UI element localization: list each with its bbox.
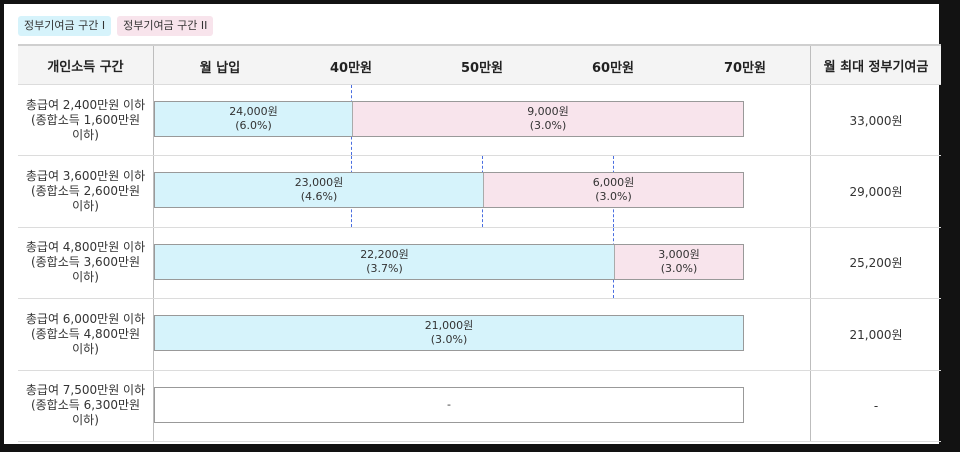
max-contribution: 29,000원 <box>810 155 941 228</box>
legend-tier1: 정부기여금 구간 I <box>18 16 112 36</box>
no-contribution-segment: - <box>155 387 743 422</box>
tier1-segment: 22,200원 (3.7%) <box>155 244 614 279</box>
tier1-amount: 21,000원 <box>424 319 474 333</box>
income-bracket: 총급여 7,500만원 이하 (종합소득 6,300만원 이하) <box>18 370 154 443</box>
header-payment: 월 납입 <box>199 61 241 76</box>
tier2-amount: 6,000원 <box>592 176 635 190</box>
payment-bar: - <box>154 386 744 423</box>
tick-40: 40만원 <box>329 61 373 76</box>
income-line1: 총급여 7,500만원 이하 <box>25 383 146 398</box>
table-header-row: 개인소득 구간 월 납입 40만원 50만원 60만원 70만원 월 최대 정부… <box>18 44 941 85</box>
table-row: 총급여 3,600만원 이하 (종합소득 2,600만원 이하) 23,000원… <box>18 155 941 228</box>
tier1-rate: (4.6%) <box>300 190 338 204</box>
table-row: 총급여 4,800만원 이하 (종합소득 3,600만원 이하) 22,200원… <box>18 227 941 300</box>
tier1-amount: 23,000원 <box>294 176 344 190</box>
max-contribution: 25,200원 <box>810 227 941 300</box>
income-line2: (종합소득 4,800만원 <box>30 326 141 341</box>
tier1-amount: 24,000원 <box>229 105 278 118</box>
tier2-segment: 9,000원 (3.0%) <box>352 102 743 136</box>
header-max-contribution: 월 최대 정부기여금 <box>810 44 941 85</box>
payment-bar-cell: 24,000원 (6.0%) 9,000원 (3.0%) <box>153 84 811 157</box>
table-row: 총급여 7,500만원 이하 (종합소득 6,300만원 이하) - - <box>18 370 941 443</box>
tier2-segment: 3,000원 (3.0%) <box>614 244 743 279</box>
max-contribution: 33,000원 <box>810 84 941 157</box>
income-line2: (종합소득 2,600만원 <box>30 184 141 199</box>
payment-bar-cell: - <box>153 370 811 443</box>
legend-tier2: 정부기여금 구간 II <box>117 16 214 36</box>
income-line2: (종합소득 3,600만원 <box>30 255 141 270</box>
income-line3: 이하) <box>72 127 99 142</box>
payment-bar-cell: 21,000원 (3.0%) <box>153 298 811 371</box>
income-line3: 이하) <box>72 199 99 214</box>
max-contribution: 21,000원 <box>810 298 941 371</box>
tier1-segment: 23,000원 (4.6%) <box>155 173 483 208</box>
payment-bar: 22,200원 (3.7%) 3,000원 (3.0%) <box>154 243 744 280</box>
tier2-rate: (3.0%) <box>595 190 632 204</box>
tier2-amount: 3,000원 <box>658 247 700 261</box>
income-line3: 이하) <box>72 341 99 356</box>
table-row: 총급여 2,400만원 이하 (종합소득 1,600만원 이하) 24,000원… <box>18 84 941 157</box>
table-row: 총급여 6,000만원 이하 (종합소득 4,800만원 이하) 21,000원… <box>18 298 941 371</box>
contribution-table-panel: 정부기여금 구간 I 정부기여금 구간 II 개인소득 구간 월 납입 40만원… <box>4 4 941 444</box>
income-line2: (종합소득 6,300만원 <box>30 398 141 413</box>
payment-bar-cell: 22,200원 (3.7%) 3,000원 (3.0%) <box>153 227 811 300</box>
income-line1: 총급여 6,000만원 이하 <box>25 311 146 326</box>
income-bracket: 총급여 2,400만원 이하 (종합소득 1,600만원 이하) <box>18 84 154 157</box>
tier1-segment: 21,000원 (3.0%) <box>155 316 743 351</box>
tier1-rate: (3.0%) <box>430 333 468 347</box>
income-bracket: 총급여 4,800만원 이하 (종합소득 3,600만원 이하) <box>18 227 154 300</box>
income-line3: 이하) <box>72 413 99 428</box>
none-label: - <box>447 397 451 411</box>
payment-bar-cell: 23,000원 (4.6%) 6,000원 (3.0%) <box>153 155 811 228</box>
payment-bar: 24,000원 (6.0%) 9,000원 (3.0%) <box>154 101 744 137</box>
tier2-segment: 6,000원 (3.0%) <box>483 173 743 208</box>
tick-60: 60만원 <box>591 61 635 76</box>
legend: 정부기여금 구간 I 정부기여금 구간 II <box>18 16 214 36</box>
tick-50: 50만원 <box>460 61 504 76</box>
income-line1: 총급여 2,400만원 이하 <box>25 97 146 112</box>
header-income: 개인소득 구간 <box>18 44 154 85</box>
income-line1: 총급여 3,600만원 이하 <box>25 169 146 184</box>
income-line1: 총급여 4,800만원 이하 <box>25 240 146 255</box>
tier2-rate: (3.0%) <box>529 119 567 132</box>
contribution-table: 개인소득 구간 월 납입 40만원 50만원 60만원 70만원 월 최대 정부… <box>18 44 941 443</box>
payment-bar: 21,000원 (3.0%) <box>154 315 744 352</box>
tier2-amount: 9,000원 <box>527 105 569 118</box>
tier1-segment: 24,000원 (6.0%) <box>155 102 352 136</box>
income-bracket: 총급여 6,000만원 이하 (종합소득 4,800만원 이하) <box>18 298 154 371</box>
max-contribution: - <box>810 370 941 443</box>
tier2-rate: (3.0%) <box>660 261 698 275</box>
income-line3: 이하) <box>72 270 99 285</box>
tier1-rate: (6.0%) <box>235 119 272 132</box>
income-line2: (종합소득 1,600만원 <box>30 112 141 127</box>
income-bracket: 총급여 3,600만원 이하 (종합소득 2,600만원 이하) <box>18 155 154 228</box>
tier1-rate: (3.7%) <box>366 261 403 275</box>
tier1-amount: 22,200원 <box>360 247 409 261</box>
payment-bar: 23,000원 (4.6%) 6,000원 (3.0%) <box>154 172 744 209</box>
header-payment-axis: 월 납입 40만원 50만원 60만원 70만원 <box>153 44 811 85</box>
tick-70: 70만원 <box>723 61 767 76</box>
